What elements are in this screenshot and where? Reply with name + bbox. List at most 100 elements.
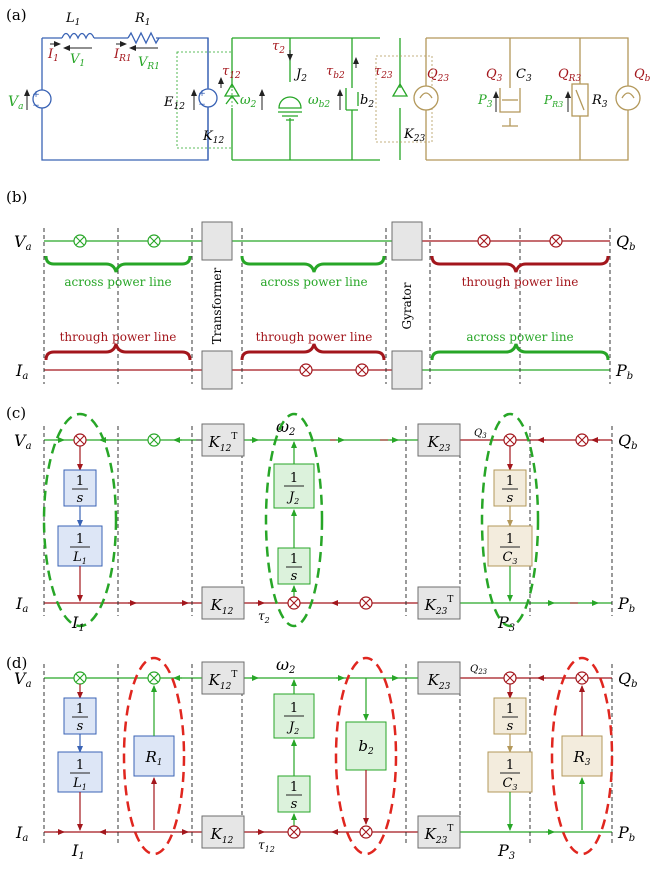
mechanical-section (223, 37, 409, 161)
svg-text:Va: Va (14, 232, 32, 253)
svg-text:1: 1 (506, 702, 514, 717)
voltage-source-va (32, 89, 52, 109)
panel-c: (c) K12T K12 K23 K23T (6, 404, 638, 634)
svg-text:s: s (507, 491, 514, 506)
across-label-2: across power line (260, 275, 367, 289)
svg-text:K23T: K23T (424, 595, 454, 617)
svg-text:Q3: Q3 (486, 67, 503, 84)
svg-text:τ23: τ23 (374, 64, 393, 81)
svg-text:L1: L1 (72, 776, 87, 792)
svg-text:P3: P3 (497, 613, 515, 634)
across-label-1: across power line (64, 275, 171, 289)
svg-text:1: 1 (76, 474, 84, 489)
svg-text:K23T: K23T (424, 824, 454, 846)
svg-text:τ2: τ2 (272, 39, 285, 56)
svg-text:L1: L1 (72, 550, 87, 566)
gyrator-block-top (391, 221, 423, 261)
svg-text:ω2: ω2 (240, 93, 257, 110)
svg-text:1: 1 (76, 758, 84, 773)
svg-text:Ia: Ia (15, 594, 28, 615)
svg-text:K23: K23 (403, 127, 425, 144)
svg-text:R1: R1 (134, 11, 151, 28)
gyrator-block-bottom (391, 350, 423, 390)
svg-text:P3: P3 (477, 93, 493, 110)
svg-text:J2: J2 (293, 67, 307, 84)
svg-text:Va: Va (14, 431, 32, 452)
svg-text:Qb: Qb (618, 431, 638, 452)
svg-text:b2: b2 (360, 93, 374, 110)
svg-text:Qb: Qb (616, 232, 636, 253)
svg-text:Pb: Pb (615, 361, 633, 382)
svg-text:I1: I1 (71, 613, 85, 634)
svg-text:1: 1 (290, 701, 298, 716)
svg-text:K12T: K12T (208, 670, 238, 692)
svg-text:C3: C3 (502, 550, 517, 566)
transformer-block-top (201, 221, 233, 261)
through-label-1: through power line (60, 330, 177, 344)
transformer-box-K12 (176, 51, 233, 149)
svg-text:K12T: K12T (208, 432, 238, 454)
transformer-block-bottom (201, 350, 233, 390)
svg-text:ω2: ω2 (276, 655, 295, 676)
hydraulic-section (413, 37, 641, 161)
svg-text:K23: K23 (427, 671, 451, 692)
svg-text:1: 1 (506, 758, 514, 773)
svg-text:−: − (32, 101, 40, 111)
svg-text:C3: C3 (516, 67, 532, 84)
panel-label-d: (d) (6, 654, 27, 672)
svg-text:Q23: Q23 (427, 67, 449, 84)
svg-text:τb2: τb2 (326, 64, 345, 81)
svg-text:ω2: ω2 (276, 417, 295, 438)
panel-label-b: (b) (6, 188, 27, 206)
svg-text:Qb: Qb (634, 67, 651, 84)
svg-text:1: 1 (506, 474, 514, 489)
svg-text:s: s (77, 491, 84, 506)
svg-text:I1: I1 (47, 47, 59, 64)
svg-text:1: 1 (76, 702, 84, 717)
svg-text:VR1: VR1 (138, 55, 160, 72)
svg-text:Q23: Q23 (470, 664, 488, 676)
svg-text:s: s (291, 797, 298, 812)
svg-text:+: + (198, 89, 206, 99)
svg-text:τ12: τ12 (258, 838, 275, 854)
svg-text:K23: K23 (427, 433, 451, 454)
svg-text:QR3: QR3 (558, 67, 581, 84)
svg-text:s: s (507, 719, 514, 734)
through-label-3: through power line (462, 275, 579, 289)
svg-text:Q3: Q3 (474, 428, 487, 440)
svg-text:Ia: Ia (15, 823, 28, 844)
resistor-R1 (127, 31, 160, 45)
svg-text:1: 1 (76, 532, 84, 547)
svg-text:K12: K12 (210, 596, 234, 617)
svg-text:PR3: PR3 (543, 93, 563, 109)
svg-text:b2: b2 (358, 737, 374, 757)
svg-text:I1: I1 (71, 841, 85, 862)
svg-text:K12: K12 (202, 129, 224, 146)
svg-text:L1: L1 (65, 11, 80, 28)
through-label-2: through power line (256, 330, 373, 344)
svg-text:Va: Va (8, 94, 24, 112)
panel-label-a: (a) (6, 6, 27, 24)
svg-text:J2: J2 (286, 490, 299, 506)
svg-text:s: s (291, 569, 298, 584)
across-label-3: across power line (466, 330, 573, 344)
svg-text:1: 1 (290, 471, 298, 486)
svg-text:1: 1 (290, 780, 298, 795)
panel-label-c: (c) (6, 404, 26, 422)
panel-a: (a) + − Va L1 R1 I1 V1 IR1 VR1 + − (6, 6, 651, 161)
svg-text:IR1: IR1 (113, 47, 132, 64)
svg-text:1: 1 (506, 532, 514, 547)
inductor-L1 (61, 32, 95, 40)
svg-text:τ2: τ2 (258, 609, 270, 625)
svg-text:ωb2: ωb2 (308, 93, 330, 110)
svg-text:s: s (77, 719, 84, 734)
svg-text:Qb: Qb (618, 669, 638, 690)
svg-text:R3: R3 (591, 93, 608, 110)
svg-text:Pb: Pb (617, 823, 635, 844)
svg-text:1: 1 (290, 552, 298, 567)
gyrator-label: Gyrator (400, 282, 414, 329)
svg-text:P3: P3 (497, 841, 515, 862)
svg-text:−: − (198, 100, 206, 110)
svg-text:Ia: Ia (15, 361, 28, 382)
svg-text:+: + (32, 90, 40, 100)
